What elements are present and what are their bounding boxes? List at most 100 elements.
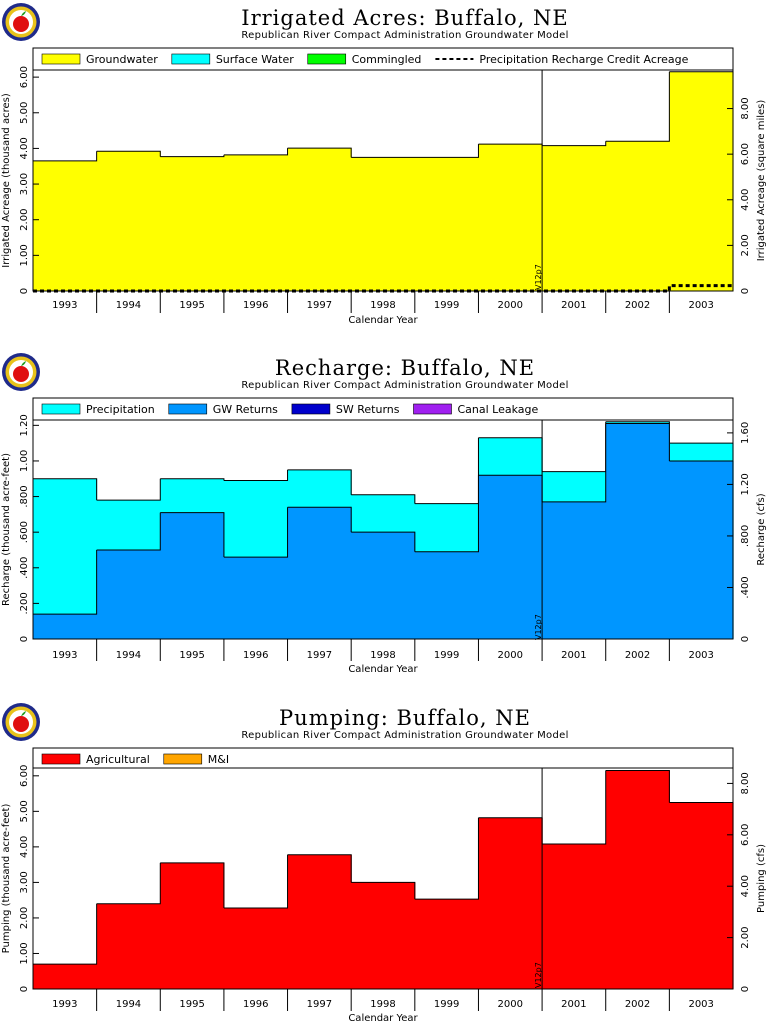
x-axis-label: Calendar Year bbox=[348, 315, 418, 326]
right-tick-label: 0 bbox=[740, 288, 751, 294]
x-tick-label: 2002 bbox=[625, 650, 650, 661]
x-tick-label: 2000 bbox=[498, 650, 523, 661]
bar-0-1996 bbox=[223, 154, 289, 291]
left-tick-label: 1.20 bbox=[19, 414, 30, 436]
x-tick-label: 1995 bbox=[179, 999, 204, 1010]
right-tick-label: 6.00 bbox=[740, 824, 751, 846]
x-tick-label: 1994 bbox=[116, 300, 141, 311]
left-tick-label: 0 bbox=[19, 288, 30, 294]
x-tick-label: 1997 bbox=[307, 650, 332, 661]
bar-0-1993 bbox=[33, 964, 98, 989]
legend-swatch-1 bbox=[168, 403, 208, 415]
bar-0-2000 bbox=[478, 144, 543, 291]
x-tick-label: 1998 bbox=[370, 300, 395, 311]
legend-label-1: M&I bbox=[208, 753, 229, 766]
left-tick-label: 4.00 bbox=[19, 836, 30, 858]
y-axis-label: Recharge (thousand acre-feet) bbox=[1, 453, 12, 606]
apple-logo-icon bbox=[2, 703, 40, 741]
x-tick-label: 1998 bbox=[370, 999, 395, 1010]
left-tick-label: .400 bbox=[19, 557, 30, 579]
chart-subtitle: Republican River Compact Administration … bbox=[241, 380, 568, 391]
logo-apple bbox=[13, 16, 29, 32]
chart-title: Pumping: Buffalo, NE bbox=[279, 706, 531, 730]
bar-1-2000 bbox=[478, 475, 543, 639]
left-tick-label: 6.00 bbox=[19, 765, 30, 787]
y-axis-label: Irrigated Acreage (thousand acres) bbox=[1, 93, 12, 268]
version-marker-label: V12p7 bbox=[534, 614, 543, 640]
bar-0-2001 bbox=[542, 844, 607, 989]
x-tick-label: 1999 bbox=[434, 999, 459, 1010]
left-tick-label: 1.00 bbox=[19, 450, 30, 472]
x-tick-label: 1994 bbox=[116, 999, 141, 1010]
version-marker-label: V12p7 bbox=[534, 962, 543, 988]
bar-1-2002 bbox=[605, 423, 670, 639]
x-tick-label: 1994 bbox=[116, 650, 141, 661]
y-axis-label-right: Recharge (cfs) bbox=[756, 493, 767, 565]
right-tick-label: 8.00 bbox=[740, 97, 751, 119]
x-tick-label: 2003 bbox=[688, 999, 713, 1010]
apple-logo-icon bbox=[2, 353, 40, 391]
right-tick-label: 1.20 bbox=[740, 473, 751, 495]
x-tick-label: 1996 bbox=[243, 650, 268, 661]
version-marker-label: V12p7 bbox=[534, 264, 543, 290]
right-tick-label: 4.00 bbox=[740, 189, 751, 211]
legend-label-1: Surface Water bbox=[216, 53, 294, 66]
right-tick-label: 6.00 bbox=[740, 143, 751, 165]
legend-label-2: Commingled bbox=[352, 53, 422, 66]
plot-frame bbox=[32, 69, 734, 292]
x-tick-label: 1993 bbox=[52, 650, 77, 661]
left-tick-label: 5.00 bbox=[19, 102, 30, 124]
bar-0-2003 bbox=[669, 802, 734, 989]
legend-swatch-0 bbox=[41, 403, 81, 415]
right-tick-label: 4.00 bbox=[740, 875, 751, 897]
x-tick-label: 1999 bbox=[434, 650, 459, 661]
y-axis-label-right: Pumping (cfs) bbox=[756, 844, 767, 913]
bar-0-1996 bbox=[223, 907, 289, 989]
left-tick-label: .800 bbox=[19, 485, 30, 507]
bar-0-1993 bbox=[33, 160, 98, 291]
left-tick-label: 3.00 bbox=[19, 871, 30, 893]
bar-0-1999 bbox=[414, 157, 480, 291]
left-tick-label: .200 bbox=[19, 592, 30, 614]
x-tick-label: 2002 bbox=[625, 999, 650, 1010]
x-tick-label: 1995 bbox=[179, 650, 204, 661]
legend-swatch-0 bbox=[41, 53, 81, 65]
logo-apple bbox=[13, 366, 29, 382]
bar-0-1994 bbox=[96, 903, 161, 989]
legend-swatch-1 bbox=[163, 753, 203, 765]
bar-0-2003 bbox=[669, 71, 734, 291]
bar-1-1993 bbox=[33, 614, 98, 639]
x-tick-label: 2001 bbox=[561, 650, 586, 661]
bar-0-2002 bbox=[605, 141, 670, 291]
bar-0-2000 bbox=[478, 817, 543, 989]
legend-label-0: Groundwater bbox=[86, 53, 158, 66]
right-tick-label: 8.00 bbox=[740, 772, 751, 794]
bar-0-1997 bbox=[287, 854, 352, 989]
legend-swatch-1 bbox=[171, 53, 211, 65]
bar-1-1994 bbox=[96, 549, 161, 639]
chart-subtitle: Republican River Compact Administration … bbox=[241, 30, 568, 41]
y-axis-label-right: Irrigated Acreage (square miles) bbox=[756, 100, 767, 262]
x-tick-label: 1997 bbox=[307, 999, 332, 1010]
x-tick-label: 1999 bbox=[434, 300, 459, 311]
x-tick-label: 2003 bbox=[688, 650, 713, 661]
left-tick-label: 2.00 bbox=[19, 209, 30, 231]
left-tick-label: 0 bbox=[19, 986, 30, 992]
x-tick-label: 1993 bbox=[52, 300, 77, 311]
logo-leaf bbox=[21, 361, 26, 366]
left-tick-label: 1.00 bbox=[19, 942, 30, 964]
x-tick-label: 2003 bbox=[688, 300, 713, 311]
right-tick-label: 2.00 bbox=[740, 234, 751, 256]
plot-frame bbox=[32, 767, 734, 990]
x-axis-label: Calendar Year bbox=[348, 664, 418, 675]
left-tick-label: 2.00 bbox=[19, 907, 30, 929]
bar-0-1994 bbox=[96, 151, 161, 291]
left-tick-label: 5.00 bbox=[19, 800, 30, 822]
legend-swatch-2 bbox=[291, 403, 331, 415]
left-tick-label: 1.00 bbox=[19, 244, 30, 266]
legend-label-0: Agricultural bbox=[86, 753, 150, 766]
logo-apple bbox=[13, 716, 29, 732]
x-tick-label: 2001 bbox=[561, 300, 586, 311]
